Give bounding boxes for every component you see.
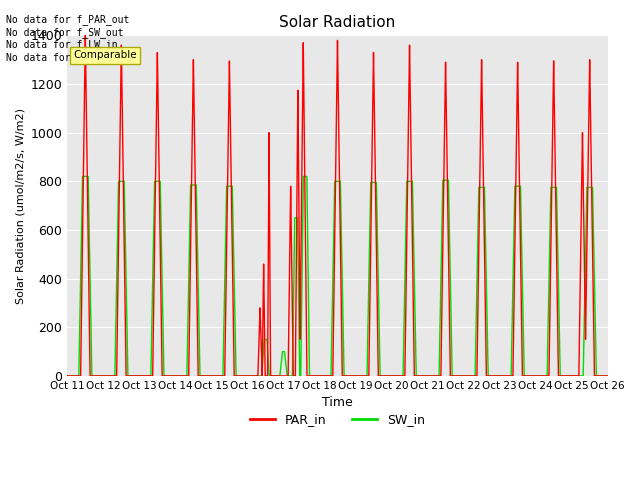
Text: Comparable: Comparable [74, 50, 137, 60]
Legend: PAR_in, SW_in: PAR_in, SW_in [245, 408, 430, 431]
X-axis label: Time: Time [322, 396, 353, 409]
Text: No data for f_PAR_out
No data for f_SW_out
No data for f_LW_in
No data for f_LW_: No data for f_PAR_out No data for f_SW_o… [6, 14, 130, 63]
Title: Solar Radiation: Solar Radiation [280, 15, 396, 30]
Y-axis label: Solar Radiation (umol/m2/s, W/m2): Solar Radiation (umol/m2/s, W/m2) [15, 108, 25, 304]
